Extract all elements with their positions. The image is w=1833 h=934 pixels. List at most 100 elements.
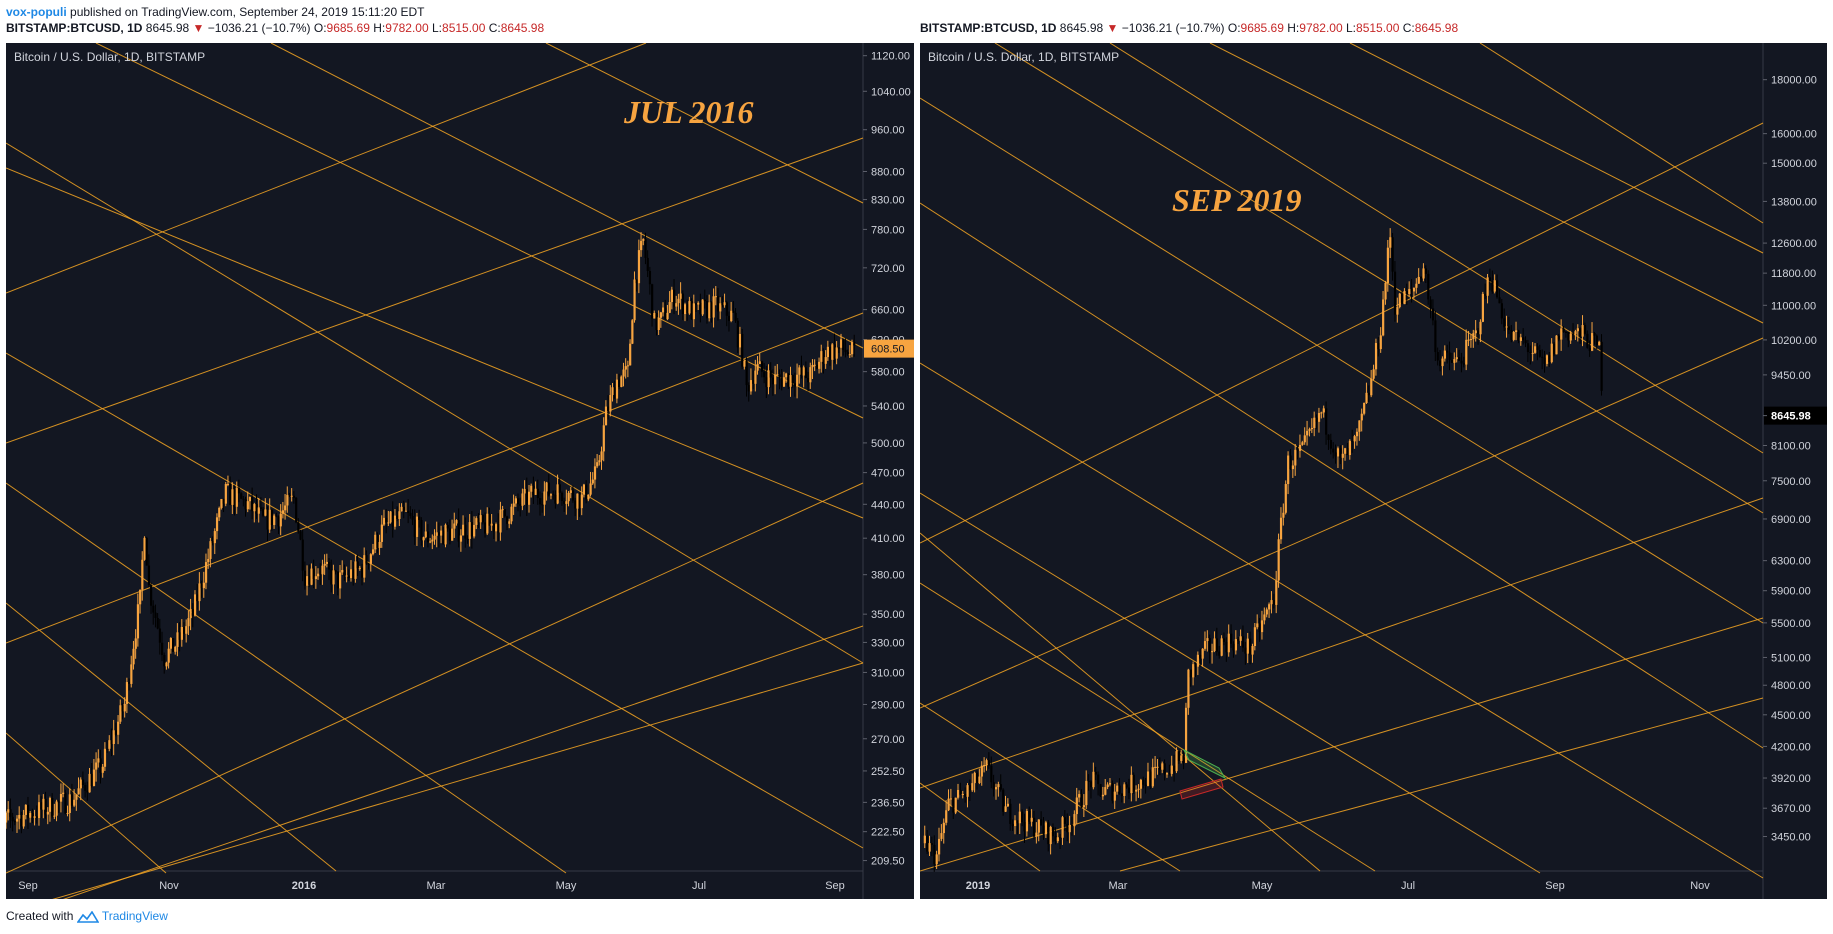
candle-body bbox=[1512, 331, 1515, 340]
candle-body bbox=[1322, 408, 1325, 413]
candle-body bbox=[1384, 282, 1387, 300]
candle-body bbox=[1591, 333, 1594, 351]
candle-body bbox=[532, 485, 535, 495]
candles bbox=[923, 228, 1603, 872]
candle-body bbox=[281, 510, 285, 514]
candle-body bbox=[1151, 767, 1154, 787]
candle-body bbox=[404, 510, 408, 512]
candle-body bbox=[343, 570, 346, 577]
candle-body bbox=[1372, 369, 1375, 379]
candle-body bbox=[1059, 837, 1062, 839]
candle-body bbox=[174, 646, 177, 652]
candle-body bbox=[1557, 335, 1560, 340]
candle-body bbox=[279, 513, 282, 527]
candle-body bbox=[84, 784, 87, 791]
series-name: Bitcoin / U.S. Dollar, 1D, BITSTAMP bbox=[14, 50, 205, 64]
chart-panel-2016[interactable]: Bitcoin / U.S. Dollar, 1D, BITSTAMP JUL 2… bbox=[6, 43, 914, 899]
candle-body bbox=[288, 494, 291, 497]
candle-body bbox=[719, 303, 722, 312]
candle-body bbox=[1047, 822, 1050, 845]
candle-body bbox=[1051, 826, 1055, 837]
candle-body bbox=[1004, 806, 1007, 812]
candle-body bbox=[736, 320, 739, 348]
candle-body bbox=[997, 784, 1000, 788]
candle-body bbox=[534, 488, 537, 495]
last-price-badge bbox=[1764, 406, 1827, 425]
candle-body bbox=[607, 406, 610, 412]
candle-body bbox=[1553, 343, 1556, 355]
series-name: Bitcoin / U.S. Dollar, 1D, BITSTAMP bbox=[928, 50, 1119, 64]
candle-body bbox=[1170, 765, 1173, 774]
candle-body bbox=[68, 794, 71, 813]
candle-body bbox=[224, 484, 227, 504]
last-price-label: 8645.98 bbox=[1771, 411, 1811, 423]
candle-body bbox=[92, 769, 96, 786]
candle-body bbox=[433, 535, 436, 540]
candle-body bbox=[1427, 273, 1430, 300]
y-tick-label: 18000.00 bbox=[1771, 75, 1817, 87]
candle-body bbox=[145, 537, 148, 566]
candle-body bbox=[1249, 638, 1252, 655]
candle-body bbox=[358, 567, 361, 569]
candle-body bbox=[1363, 402, 1366, 414]
candle-body bbox=[749, 380, 753, 392]
candle-body bbox=[517, 498, 520, 505]
candle-body bbox=[336, 571, 340, 589]
author-link[interactable]: vox-populi bbox=[6, 5, 67, 19]
candle-body bbox=[150, 584, 153, 606]
y-tick-label: 3920.00 bbox=[1771, 773, 1811, 785]
candle-body bbox=[600, 451, 603, 461]
candle-body bbox=[499, 509, 502, 533]
candle-body bbox=[954, 797, 957, 813]
candle-body bbox=[501, 509, 504, 511]
candle-body bbox=[1429, 299, 1432, 309]
candle-body bbox=[813, 364, 816, 366]
candle-body bbox=[662, 307, 665, 313]
candle-body bbox=[760, 361, 764, 372]
candle-body bbox=[48, 797, 52, 812]
down-arrow-icon: ▼ bbox=[1106, 21, 1119, 35]
candle-body bbox=[420, 520, 423, 541]
chart-2019-svg[interactable]: Bitcoin / U.S. Dollar, 1D, BITSTAMP SEP 2… bbox=[920, 43, 1827, 899]
candle-body bbox=[352, 569, 355, 579]
candle-body bbox=[13, 821, 16, 823]
candle-body bbox=[277, 516, 280, 527]
candle-body bbox=[978, 776, 981, 784]
candle-body bbox=[290, 495, 293, 497]
candle-body bbox=[435, 532, 438, 536]
low-label: L: bbox=[1346, 21, 1357, 35]
candle-body bbox=[1175, 751, 1178, 772]
plot-area bbox=[6, 43, 863, 871]
candle-body bbox=[374, 534, 377, 550]
candle-body bbox=[97, 758, 100, 763]
candle-body bbox=[758, 361, 761, 365]
candle-body bbox=[1021, 811, 1024, 823]
published-info: vox-populi published on TradingView.com,… bbox=[6, 5, 424, 19]
candle-body bbox=[574, 500, 577, 509]
candle-body bbox=[930, 843, 934, 845]
candle-body bbox=[664, 307, 667, 320]
trend-line bbox=[1209, 43, 1764, 324]
candle-body bbox=[1222, 638, 1226, 642]
candle-body bbox=[629, 343, 632, 366]
candle-body bbox=[1044, 822, 1048, 835]
tradingview-link[interactable]: TradingView bbox=[101, 909, 168, 923]
candle-body bbox=[321, 565, 324, 575]
candle-body bbox=[1555, 335, 1558, 355]
candle-body bbox=[1187, 669, 1190, 708]
chart-2016-svg[interactable]: Bitcoin / U.S. Dollar, 1D, BITSTAMP JUL 2… bbox=[6, 43, 914, 899]
trend-line bbox=[1119, 697, 1764, 872]
trend-line bbox=[920, 497, 1764, 789]
candle-body bbox=[716, 296, 720, 312]
y-tick-label: 4800.00 bbox=[1771, 680, 1811, 692]
candle-body bbox=[345, 575, 348, 577]
candle-body bbox=[1054, 836, 1057, 842]
candle-body bbox=[796, 374, 799, 387]
candle-body bbox=[437, 532, 441, 536]
candle-body bbox=[1529, 352, 1532, 354]
chart-panel-2019[interactable]: Bitcoin / U.S. Dollar, 1D, BITSTAMP SEP 2… bbox=[920, 43, 1827, 899]
candle-body bbox=[655, 312, 658, 331]
candle-body bbox=[949, 798, 953, 800]
candle-body bbox=[512, 503, 515, 507]
x-tick-label: May bbox=[1252, 880, 1273, 892]
